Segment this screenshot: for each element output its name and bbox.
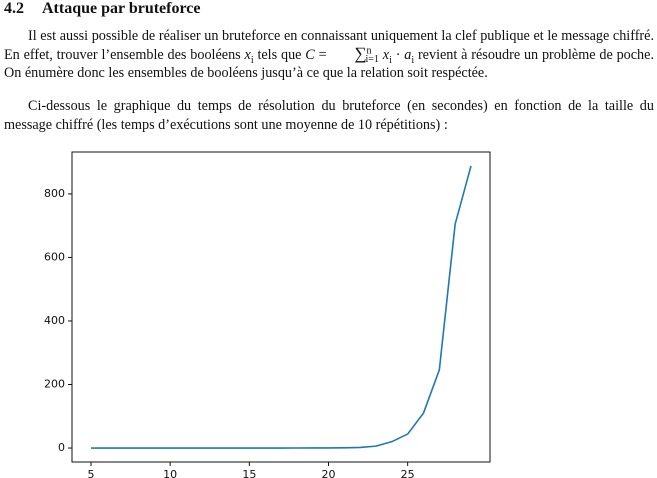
paragraph: Ci-dessous le graphique du temps de réso… (4, 97, 654, 134)
math: a (404, 46, 412, 63)
plot-frame (71, 151, 491, 463)
line (91, 165, 472, 449)
y-tick-label: 0 (58, 441, 65, 454)
section-title: Attaque par bruteforce (42, 0, 201, 17)
x-tick-label: 10 (163, 468, 177, 478)
x-tick-label: 15 (242, 468, 256, 478)
math: x (382, 46, 390, 63)
x-tick-label: 5 (88, 468, 95, 478)
math: x (244, 46, 251, 63)
math: i (250, 54, 254, 66)
text: Il est aussi possible de réaliser un bru… (4, 28, 654, 63)
y-tick-label: 800 (44, 187, 65, 200)
math: · (391, 46, 405, 63)
y-tick-label: 600 (44, 250, 65, 263)
math: i (411, 54, 415, 66)
math: n (366, 44, 372, 56)
x-tick-label: 20 (322, 468, 336, 478)
y-tick-label: 400 (44, 314, 65, 327)
chart: 0 200 400 600 800 5 10 15 20 25 (44, 151, 491, 478)
text: revient à résoudre un problème de poche.… (4, 46, 654, 82)
math: i=1 (365, 54, 379, 66)
math: C (305, 46, 315, 63)
math: = (314, 46, 331, 63)
y-tick-label: 200 (44, 378, 65, 391)
x-tick-label: 25 (401, 468, 415, 478)
text: tels que (253, 46, 306, 63)
section-heading: 4.2 Attaque par bruteforce (4, 0, 201, 18)
math: ∑ (354, 43, 367, 63)
math: i (389, 54, 392, 66)
text: Ci-dessous le graphique du temps de réso… (4, 98, 654, 133)
paragraph: Il est aussi possible de réaliser un bru… (4, 27, 654, 83)
section-number: 4.2 (4, 0, 24, 17)
